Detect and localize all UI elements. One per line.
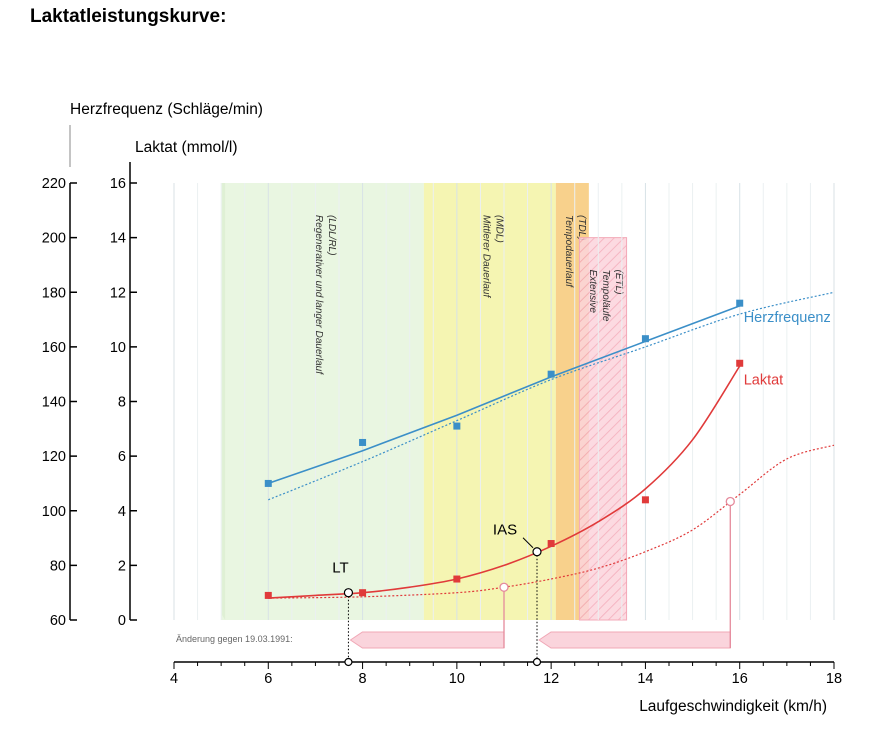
- lactate-point: [453, 575, 461, 583]
- hr-previous-fit: [268, 291, 835, 501]
- hr-tick-label: 120: [42, 449, 66, 465]
- hr-point: [641, 335, 649, 343]
- hr-tick-label: 160: [42, 340, 66, 356]
- lactate-tick-label: 6: [118, 449, 126, 465]
- zone-label-4: Extensive Tempoläufe (ETL): [587, 270, 624, 322]
- zone-band-1: [221, 183, 424, 620]
- lactate-tick-label: 2: [118, 558, 126, 574]
- x-tick-label: 18: [826, 671, 842, 687]
- axes: 60 80 100 120 140 160 180 200 220 0 2 4 6 8 10 12 14 16 4 6…: [42, 125, 842, 687]
- hr-point: [453, 422, 461, 430]
- zone-label-line: (ETL): [613, 270, 624, 295]
- zone-label-3: Tempodauerlauf (TDL): [563, 215, 587, 288]
- zone-label-line: Tempoläufe: [600, 270, 611, 322]
- hr-series-label: Herzfrequenz: [744, 310, 831, 326]
- x-tick-label: 6: [264, 671, 272, 687]
- hr-point: [264, 479, 272, 487]
- lactate-point: [547, 540, 555, 548]
- hr-tick-label: 200: [42, 231, 66, 247]
- threshold-axis-marker: [532, 657, 542, 667]
- lactate-tick-label: 10: [110, 340, 126, 356]
- threshold-leader: [522, 537, 534, 549]
- lactate-tick-label: 14: [110, 231, 126, 247]
- hr-tick-label: 100: [42, 504, 66, 520]
- lactate-tick-label: 16: [110, 176, 126, 192]
- hr-tick-label: 220: [42, 176, 66, 192]
- zone-label-2: Mittlerer Dauerlauf (MDL): [480, 215, 504, 298]
- hr-tick-label: 140: [42, 395, 66, 411]
- lactate-tick-label: 4: [118, 504, 126, 520]
- lactate-series-label: Laktat: [744, 372, 784, 388]
- threshold-change-arrows: [349, 631, 731, 649]
- lactate-point: [736, 359, 744, 367]
- zone-label-line: (TDL): [576, 215, 587, 241]
- thresholds: LT IAS: [332, 496, 735, 667]
- grid: [173, 183, 835, 620]
- x-tick-label: 14: [637, 671, 653, 687]
- threshold-axis-marker: [344, 657, 353, 667]
- lactate-tick-label: 0: [118, 613, 126, 629]
- x-axis-title: Laufgeschwindigkeit (km/h): [639, 698, 827, 715]
- threshold-marker: [343, 588, 354, 598]
- hr-tick-label: 180: [42, 285, 66, 301]
- zone-label-line: Extensive: [587, 270, 598, 314]
- previous-threshold-marker: [499, 582, 509, 592]
- zone-band-4: [578, 237, 628, 621]
- zone-label-1: Regenerativer und langer Dauerlauf (LDL/R…: [313, 215, 337, 375]
- lactate-tick-label: 8: [118, 395, 126, 411]
- x-tick-label: 12: [543, 671, 559, 687]
- zone-label-line: (MDL): [493, 215, 504, 243]
- threshold-label-ias: IAS: [493, 522, 517, 539]
- x-tick-label: 8: [359, 671, 367, 687]
- lactate-axis-title: Laktat (mmol/l): [135, 139, 238, 156]
- hr-point: [359, 438, 367, 446]
- change-arrow-ias: [538, 631, 731, 649]
- hr-tick-label: 60: [50, 613, 66, 629]
- x-tick-label: 10: [449, 671, 465, 687]
- lactate-tick-label: 12: [110, 285, 126, 301]
- lactate-point: [641, 496, 649, 504]
- zone-label-line: Regenerativer und langer Dauerlauf: [313, 215, 324, 375]
- x-tick-label: 16: [732, 671, 748, 687]
- lactate-point: [264, 591, 272, 599]
- hr-point: [736, 299, 744, 307]
- threshold-marker: [532, 547, 542, 557]
- training-zones: Regenerativer und langer Dauerlauf (LDL/R…: [221, 183, 628, 621]
- hr-fit-line: [268, 305, 740, 485]
- change-note: Änderung gegen 19.03.1991:: [176, 634, 293, 644]
- hr-point: [547, 370, 555, 378]
- zone-label-line: Mittlerer Dauerlauf: [480, 215, 491, 298]
- lactate-point: [359, 589, 367, 597]
- zone-label-line: (LDL/RL): [326, 215, 337, 256]
- previous-threshold-marker: [725, 496, 735, 507]
- x-tick-label: 4: [170, 671, 178, 687]
- page-title: Laktatleistungskurve:: [30, 6, 227, 27]
- zone-label-line: Tempodauerlauf: [563, 215, 574, 288]
- threshold-label-lt: LT: [332, 560, 348, 577]
- hr-axis-title: Herzfrequenz (Schläge/min): [70, 101, 263, 118]
- hr-tick-label: 80: [50, 558, 66, 574]
- change-arrow-lt: [349, 631, 505, 649]
- lactate-previous-fit: [268, 444, 835, 599]
- zone-band-edge: [222, 183, 226, 620]
